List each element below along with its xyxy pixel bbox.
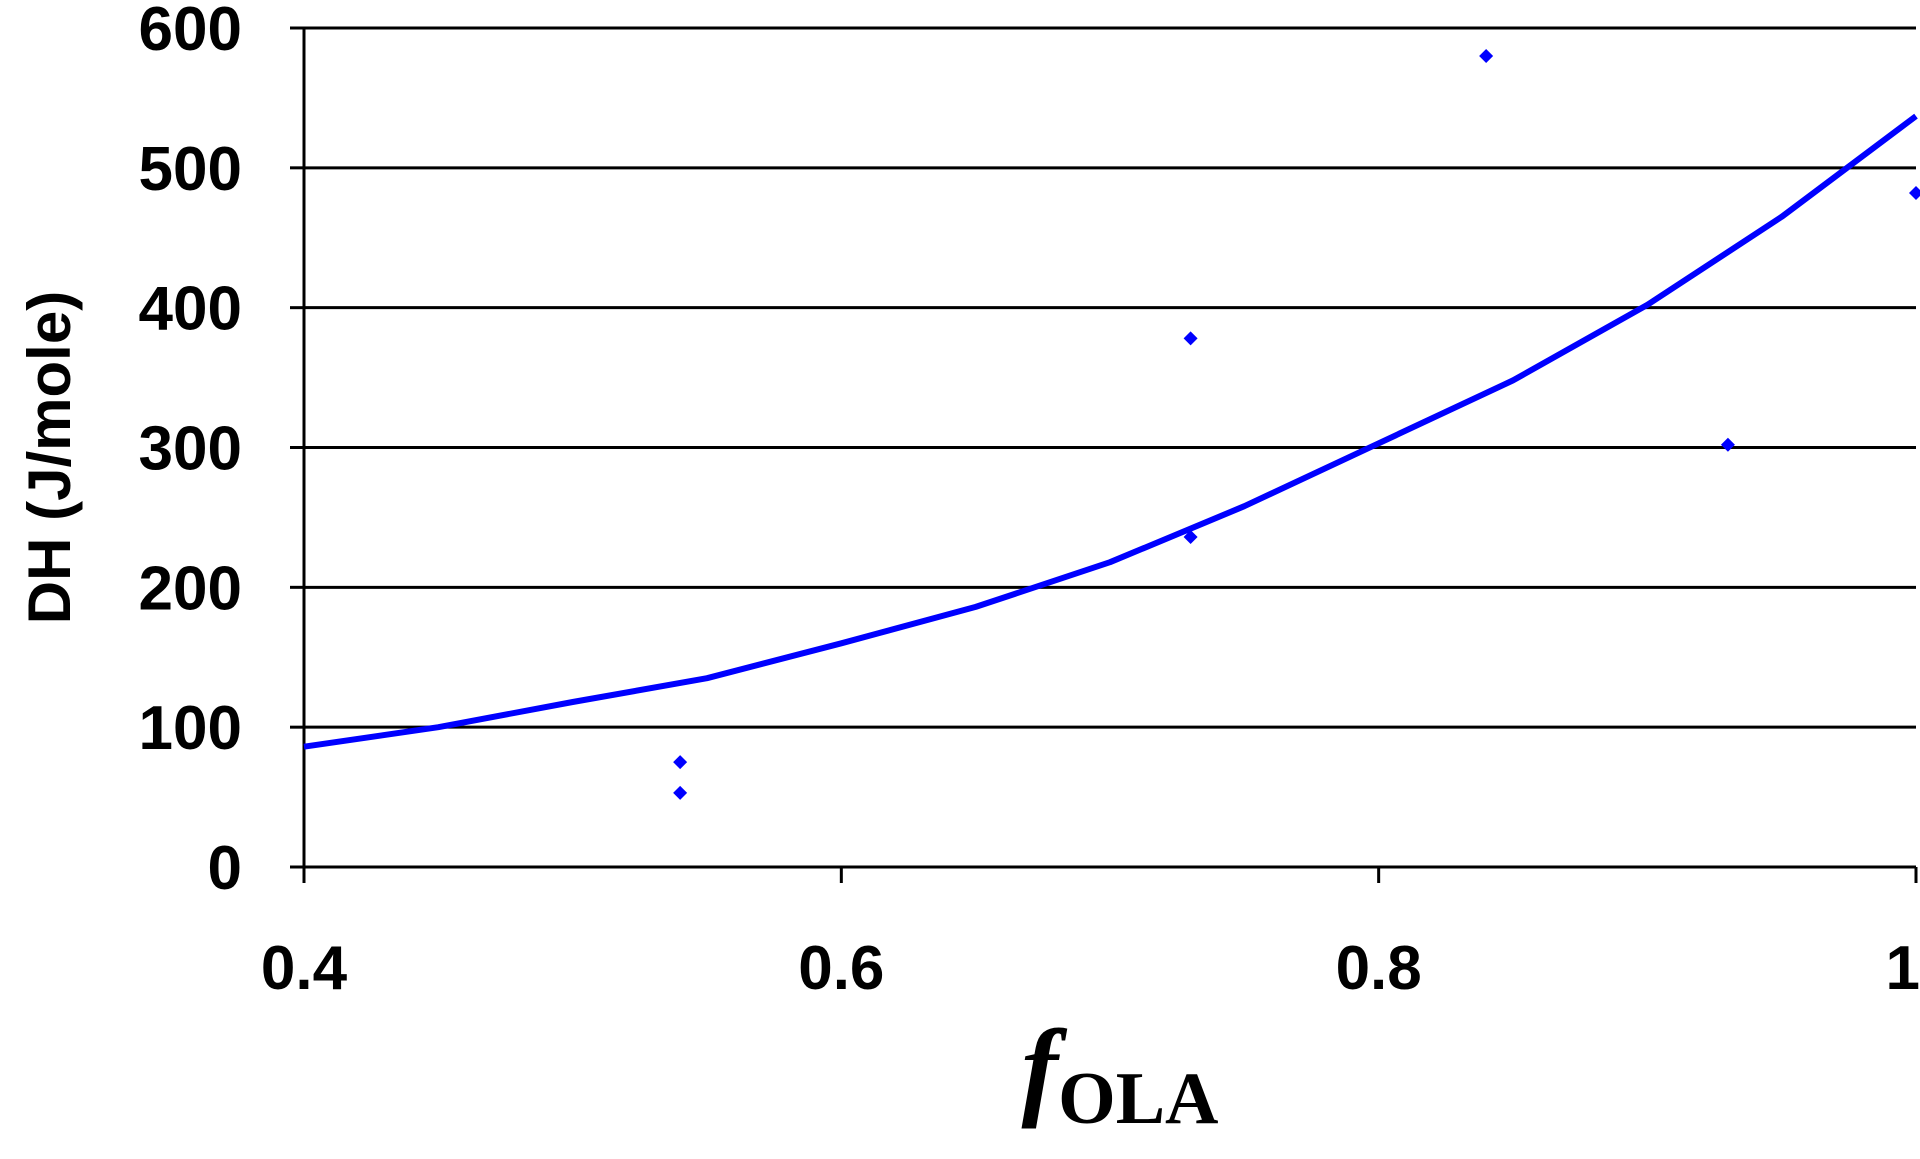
- y-tick-labels: 0 100 200 300 400 500 600: [139, 0, 242, 903]
- x-tick-label: 0.6: [798, 934, 884, 1003]
- x-tick-label: 0.8: [1336, 934, 1422, 1003]
- y-axis-title: DH (J/mole): [16, 291, 83, 624]
- x-tick-label: 0.4: [261, 934, 348, 1003]
- data-point: [673, 755, 688, 770]
- y-tick-label: 300: [139, 415, 242, 484]
- y-tick-label: 600: [139, 0, 242, 64]
- y-tick-label: 500: [139, 135, 242, 204]
- y-tick-label: 100: [139, 694, 242, 763]
- gridlines: [304, 26, 1916, 729]
- data-point: [673, 785, 688, 800]
- data-points: [673, 48, 1920, 800]
- y-tick-label: 200: [139, 554, 242, 623]
- y-tick-label: 0: [208, 834, 242, 903]
- data-point: [1183, 529, 1198, 544]
- x-tick-label: 1: [1886, 934, 1920, 1003]
- data-point: [1720, 437, 1735, 452]
- x-tick-labels: 0.4 0.6 0.8 1: [261, 934, 1920, 1003]
- data-point: [1183, 331, 1198, 346]
- x-axis-title: fOLA: [1022, 1007, 1219, 1140]
- trendline-path: [303, 113, 1918, 750]
- data-point: [1479, 48, 1494, 63]
- y-tick-label: 400: [139, 275, 242, 344]
- data-point: [1909, 186, 1920, 201]
- axes: [290, 26, 1918, 883]
- x-axis-title-subscript: OLA: [1058, 1058, 1218, 1140]
- trendline: [303, 113, 1918, 750]
